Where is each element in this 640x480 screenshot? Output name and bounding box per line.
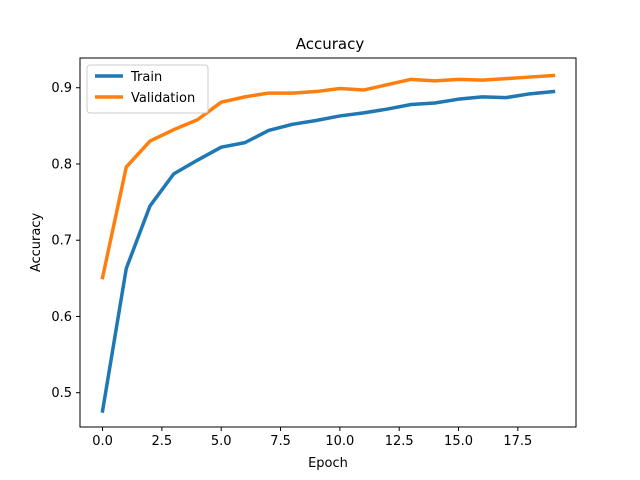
data-point-train: [196, 159, 199, 162]
data-point-validation: [101, 276, 104, 279]
data-point-validation: [433, 79, 436, 82]
data-point-validation: [338, 87, 341, 90]
data-point-train: [220, 146, 223, 149]
y-axis-label: Accuracy: [29, 213, 44, 273]
plot-area: [100, 73, 556, 414]
x-tick-label: 10.0: [325, 434, 354, 449]
x-tick-label: 2.5: [152, 434, 173, 449]
x-tick-label: 0.0: [92, 434, 113, 449]
data-point-train: [528, 92, 531, 95]
legend: Train Validation: [86, 64, 209, 114]
data-point-validation: [196, 118, 199, 121]
x-tick-label: 17.5: [503, 434, 532, 449]
data-point-train: [338, 114, 341, 117]
series-line-train: [100, 89, 556, 414]
data-point-train: [315, 119, 318, 122]
data-point-train: [504, 96, 507, 99]
data-point-validation: [243, 95, 246, 98]
data-point-train: [267, 129, 270, 132]
x-tick-label: 5.0: [211, 434, 232, 449]
x-tick-label: 12.5: [385, 434, 414, 449]
data-point-train: [291, 123, 294, 126]
axes-frame: [79, 57, 577, 428]
y-tick-label: 0.7: [51, 234, 72, 249]
data-point-train: [552, 90, 555, 93]
data-point-train: [148, 204, 151, 207]
series-line-validation: [100, 73, 556, 280]
data-point-validation: [148, 140, 151, 143]
data-point-train: [362, 111, 365, 114]
legend-label-validation: Validation: [131, 91, 195, 106]
data-point-validation: [528, 75, 531, 78]
chart-title: Accuracy: [296, 35, 365, 53]
data-point-train: [172, 172, 175, 175]
data-point-validation: [386, 83, 389, 86]
x-tick-label: 7.5: [270, 434, 291, 449]
data-point-validation: [504, 77, 507, 80]
data-point-validation: [409, 78, 412, 81]
y-axis: 0.5 0.6 0.7 0.8 0.9: [51, 81, 80, 401]
data-point-train: [101, 409, 104, 412]
x-axis-label: Epoch: [308, 456, 348, 471]
data-point-train: [481, 95, 484, 98]
data-point-validation: [362, 88, 365, 91]
x-tick-label: 15.0: [444, 434, 473, 449]
data-point-train: [386, 107, 389, 110]
y-tick-label: 0.8: [51, 157, 72, 172]
data-point-validation: [291, 91, 294, 94]
y-tick-label: 0.9: [51, 81, 72, 96]
data-point-validation: [552, 74, 555, 77]
data-point-validation: [125, 165, 128, 168]
data-point-train: [433, 101, 436, 104]
data-point-train: [409, 103, 412, 106]
data-point-validation: [457, 78, 460, 81]
data-point-train: [125, 267, 128, 270]
y-tick-label: 0.5: [51, 386, 72, 401]
legend-label-train: Train: [130, 70, 162, 85]
data-point-validation: [267, 91, 270, 94]
data-point-validation: [481, 79, 484, 82]
data-point-train: [457, 98, 460, 101]
data-point-validation: [315, 90, 318, 93]
data-point-validation: [220, 101, 223, 104]
data-point-validation: [172, 128, 175, 131]
y-tick-label: 0.6: [51, 310, 72, 325]
data-point-train: [243, 141, 246, 144]
x-axis: 0.0 2.5 5.0 7.5 10.0 12.5 15.0 17.5: [92, 427, 532, 449]
